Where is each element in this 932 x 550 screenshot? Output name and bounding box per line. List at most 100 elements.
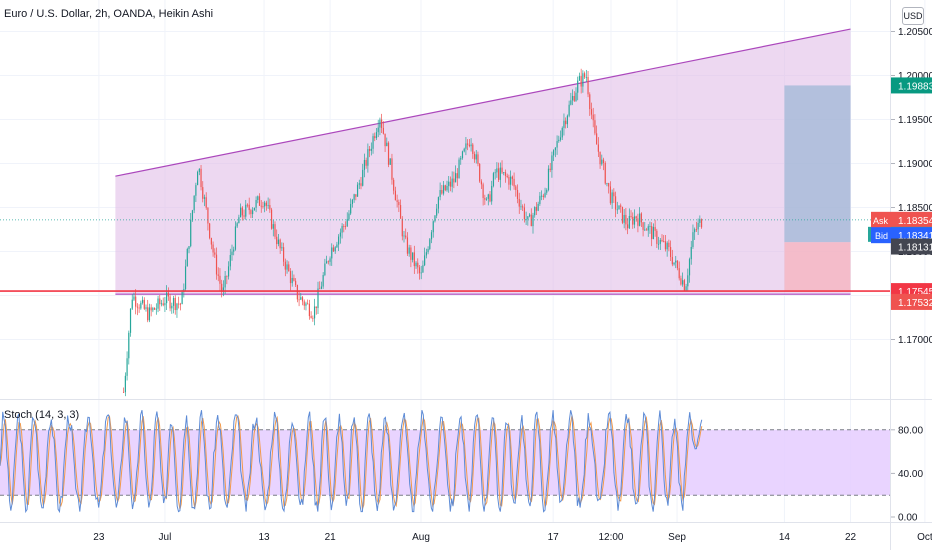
stoch-grid: [0, 429, 890, 496]
y-tick-label: 1.19000: [898, 159, 932, 170]
candle-body: [554, 147, 556, 151]
stoch-title[interactable]: Stoch (14, 3, 3): [4, 409, 80, 421]
candle-body: [288, 264, 290, 272]
candle-body: [198, 168, 200, 172]
candle-body: [589, 94, 591, 110]
candle-body: [332, 247, 335, 252]
candle-body: [172, 297, 175, 306]
candle-body: [556, 141, 558, 148]
candle-body: [565, 120, 567, 125]
candle-body: [224, 275, 226, 288]
candle-body: [511, 176, 513, 179]
candle-body: [195, 185, 197, 196]
candle-body: [267, 205, 269, 206]
candle-body: [396, 200, 398, 202]
candle-body: [547, 168, 550, 190]
candle-body: [272, 224, 274, 229]
candle-body: [327, 261, 329, 263]
candle-body: [129, 308, 132, 333]
x-tick-label: Sep: [668, 532, 686, 543]
candle-body: [226, 275, 228, 277]
candle-body: [126, 358, 128, 376]
candle-body: [671, 256, 673, 265]
candle-body: [625, 214, 627, 225]
candle-body: [620, 205, 622, 207]
candle-body: [307, 303, 309, 305]
candle-body: [270, 209, 273, 229]
candle-body: [687, 275, 689, 287]
candle-body: [427, 249, 429, 253]
candle-body: [262, 206, 264, 207]
candle-body: [465, 143, 467, 149]
candle-body: [227, 266, 230, 277]
candle-body: [150, 307, 152, 311]
y-tick-label: 1.17000: [898, 335, 932, 346]
candle-body: [582, 73, 584, 87]
candle-body: [551, 155, 553, 170]
x-tick-label: 22: [845, 532, 857, 543]
candle-body: [148, 307, 151, 321]
candle-body: [415, 262, 417, 267]
candle-body: [441, 190, 443, 194]
candle-body: [341, 226, 343, 233]
candle-body: [470, 144, 472, 147]
candle-body: [485, 198, 488, 200]
candle-body: [286, 264, 288, 270]
candle-body: [367, 149, 369, 166]
candle-body: [420, 272, 422, 274]
candle-body: [467, 143, 469, 145]
candle-body: [516, 190, 519, 199]
candle-body: [635, 216, 637, 219]
candle-body: [179, 303, 181, 305]
candle-body: [544, 192, 546, 197]
candle-body: [621, 206, 624, 223]
candle-body: [530, 214, 532, 227]
candle-body: [143, 299, 145, 309]
candle-body: [537, 203, 539, 211]
candle-body: [559, 137, 562, 140]
candle-body: [375, 132, 378, 139]
candle-body: [697, 222, 699, 230]
candle-body: [642, 222, 644, 230]
x-tick-label: 13: [258, 532, 270, 543]
candle-body: [131, 299, 133, 309]
candle-body: [386, 142, 388, 147]
candle-body: [489, 194, 491, 202]
candle-body: [575, 92, 577, 101]
ask-tag-bg: [871, 211, 891, 228]
candle-body: [487, 194, 489, 199]
ascending-triangle-pattern[interactable]: [115, 28, 851, 295]
candle-body: [563, 120, 565, 128]
target-zone: [784, 85, 851, 243]
candle-body: [174, 297, 176, 311]
candle-body: [499, 167, 501, 180]
support-lower-tag: 1.17532: [891, 293, 932, 310]
candle-body: [535, 207, 538, 211]
candle-body: [356, 184, 359, 197]
stoch-axis[interactable]: 0.00 40.00 80.00: [891, 425, 923, 524]
candle-body: [410, 247, 412, 260]
candle-body: [291, 277, 293, 284]
candle-body: [253, 207, 255, 211]
stoch-k-line: [0, 410, 703, 514]
candle-body: [611, 192, 613, 204]
candle-body: [346, 219, 348, 227]
candle-body: [355, 194, 357, 197]
candle-body: [238, 217, 240, 224]
candle-body: [439, 190, 441, 198]
y-tick-label: 1.20000: [898, 71, 932, 82]
currency-button[interactable]: USD: [902, 7, 924, 25]
candle-body: [637, 218, 639, 226]
candle-body: [506, 175, 508, 177]
candle-body: [501, 167, 503, 173]
candle-body: [393, 179, 395, 191]
candle-body: [197, 171, 199, 186]
candle-body: [277, 239, 280, 245]
candle-body: [155, 308, 157, 310]
candle-body: [398, 201, 400, 206]
close-price-tag-text: 1.18131: [898, 243, 932, 254]
candle-body: [613, 192, 615, 197]
candle-body: [203, 197, 206, 199]
